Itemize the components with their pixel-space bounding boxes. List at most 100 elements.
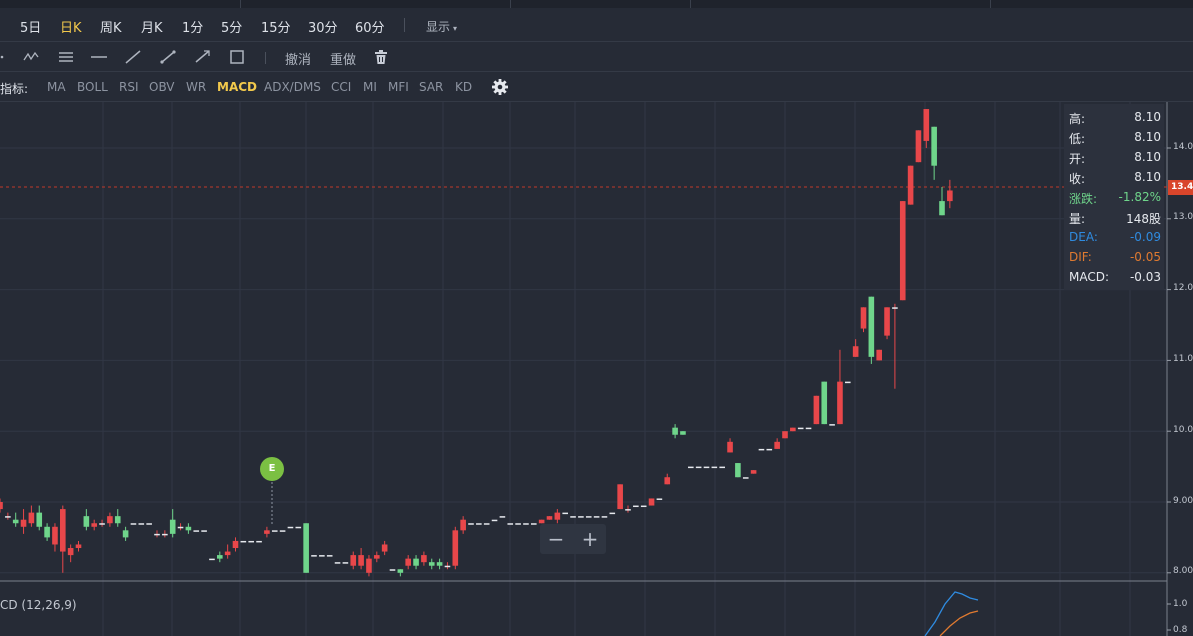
candle-body bbox=[750, 470, 757, 474]
zoom-in-button[interactable]: + bbox=[581, 527, 599, 551]
indicator-ma[interactable]: MA bbox=[47, 80, 66, 94]
candle-body bbox=[664, 477, 671, 485]
period-30min[interactable]: 30分 bbox=[308, 21, 338, 36]
candle-body bbox=[491, 519, 498, 522]
candle-body bbox=[507, 523, 514, 525]
period-monthly-k[interactable]: 月K bbox=[141, 21, 163, 36]
candle-body bbox=[287, 526, 294, 529]
macd-axis-label: 1.0 bbox=[1173, 599, 1188, 609]
candle-body bbox=[805, 427, 812, 430]
indicator-macd[interactable]: MACD bbox=[217, 80, 257, 94]
indicator-rsi[interactable]: RSI bbox=[119, 80, 139, 94]
ray-icon[interactable] bbox=[193, 49, 211, 65]
candle-body bbox=[91, 523, 97, 527]
candle-body bbox=[523, 523, 529, 525]
indicator-obv[interactable]: OBV bbox=[149, 80, 175, 94]
candle-body bbox=[617, 484, 623, 510]
indicator-sar[interactable]: SAR bbox=[419, 80, 444, 94]
candle-body bbox=[813, 395, 820, 425]
candle-body bbox=[483, 523, 490, 525]
candle-body bbox=[546, 516, 553, 520]
kline-chart[interactable] bbox=[0, 102, 1193, 636]
candle-body bbox=[303, 523, 309, 573]
candle-body bbox=[931, 126, 937, 166]
candle-body bbox=[515, 523, 521, 525]
info-open: 开: 8.10 bbox=[1069, 150, 1161, 166]
candle-body bbox=[499, 516, 506, 518]
crosshair-icon[interactable] bbox=[0, 49, 18, 65]
indicator-kd[interactable]: KD bbox=[455, 80, 473, 94]
candle-body bbox=[562, 512, 568, 515]
candle-body bbox=[146, 523, 152, 525]
candle-body bbox=[436, 562, 443, 566]
indicator-cci[interactable]: CCI bbox=[331, 80, 352, 94]
indicator-wr[interactable]: WR bbox=[186, 80, 207, 94]
period-weekly-k[interactable]: 周K bbox=[100, 21, 122, 36]
candle-body bbox=[719, 466, 725, 469]
period-daily-k[interactable]: 日K bbox=[60, 21, 82, 36]
indicator-adx-dms[interactable]: ADX/DMS bbox=[264, 80, 321, 94]
info-volume: 量: 148股 bbox=[1069, 212, 1161, 226]
candle-body bbox=[680, 431, 686, 435]
candle-body bbox=[923, 109, 930, 141]
candle-body bbox=[688, 466, 694, 469]
candle-body bbox=[374, 555, 380, 559]
candle-body bbox=[845, 381, 851, 384]
candle-body bbox=[884, 307, 890, 336]
info-dea: DEA: -0.09 bbox=[1069, 230, 1161, 244]
candle-body bbox=[727, 441, 733, 453]
candle-body bbox=[405, 558, 411, 566]
candle-body bbox=[107, 516, 113, 524]
period-60min[interactable]: 60分 bbox=[355, 21, 385, 36]
candle-body bbox=[648, 498, 655, 506]
indicator-mfi[interactable]: MFI bbox=[388, 80, 409, 94]
candle-body bbox=[0, 502, 3, 510]
display-dropdown[interactable]: 显示 ▾ bbox=[426, 18, 457, 35]
candle-body bbox=[256, 540, 262, 543]
indicator-mi[interactable]: MI bbox=[363, 80, 377, 94]
candle-body bbox=[83, 516, 90, 527]
polyline-icon[interactable] bbox=[22, 49, 40, 65]
price-axis-label: 13.00 bbox=[1173, 212, 1193, 222]
segment-icon[interactable] bbox=[159, 49, 177, 65]
candle-body bbox=[413, 558, 419, 566]
dif-line bbox=[939, 610, 979, 636]
display-label: 显示 bbox=[426, 20, 451, 34]
candle-body bbox=[695, 466, 702, 469]
indicator-label: 指标: bbox=[0, 82, 29, 96]
candle-body bbox=[476, 523, 482, 525]
candle-body bbox=[271, 530, 278, 532]
period-divider bbox=[404, 18, 405, 32]
event-marker[interactable]: E bbox=[260, 457, 284, 481]
candle-body bbox=[876, 349, 882, 361]
candle-body bbox=[421, 555, 427, 563]
period-15min[interactable]: 15分 bbox=[261, 21, 291, 36]
trend-line-icon[interactable] bbox=[124, 49, 142, 65]
candle-body bbox=[138, 523, 145, 525]
redo-button[interactable]: 重做 bbox=[330, 53, 357, 68]
undo-button[interactable]: 撤消 bbox=[285, 53, 312, 68]
period-5day[interactable]: 5日 bbox=[20, 21, 42, 36]
info-change: 涨跌: -1.82% bbox=[1069, 190, 1161, 206]
gear-icon[interactable] bbox=[491, 78, 509, 95]
indicator-boll[interactable]: BOLL bbox=[77, 80, 108, 94]
zoom-out-button[interactable]: − bbox=[547, 527, 565, 551]
trash-icon[interactable] bbox=[373, 49, 391, 65]
candle-body bbox=[468, 523, 474, 525]
period-1min[interactable]: 1分 bbox=[182, 21, 204, 36]
candle-body bbox=[907, 165, 914, 205]
top-strip bbox=[0, 0, 1193, 8]
candle-body bbox=[790, 427, 796, 432]
candle-body bbox=[169, 519, 176, 534]
price-axis-label: 10.00 bbox=[1173, 425, 1193, 435]
candle-body bbox=[601, 516, 608, 518]
rectangle-icon[interactable] bbox=[228, 49, 246, 65]
period-5min[interactable]: 5分 bbox=[221, 21, 243, 36]
horizontal-line-icon[interactable] bbox=[90, 49, 108, 65]
indicator-toolbar: 指标: MA BOLL RSI OBV WR MACD ADX/DMS CCI … bbox=[0, 72, 1193, 102]
candle-body bbox=[154, 533, 160, 536]
candle-body bbox=[570, 516, 576, 518]
parallel-lines-icon[interactable] bbox=[57, 49, 75, 65]
candle-body bbox=[703, 466, 710, 469]
candle-body bbox=[224, 551, 231, 556]
